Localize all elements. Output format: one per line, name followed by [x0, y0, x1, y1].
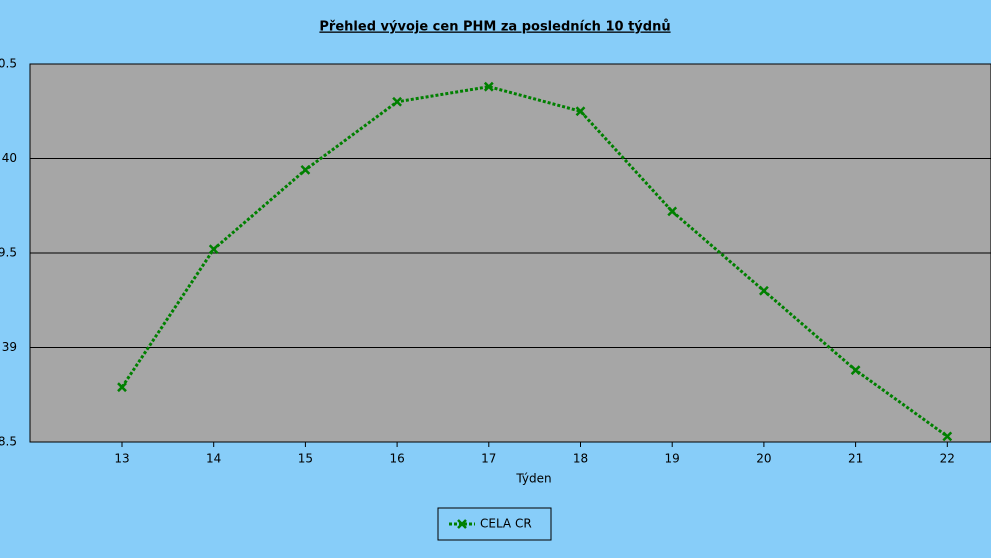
point-marker [300, 164, 311, 175]
point-marker [392, 96, 402, 107]
x-tick-label: 15 [298, 452, 313, 466]
x-tick-label: 20 [756, 452, 771, 466]
legend-label: CELA CR [480, 517, 532, 531]
point-marker [575, 106, 586, 117]
y-tick-label: 38.5 [0, 435, 17, 449]
x-tick-label: 14 [206, 452, 221, 466]
x-tick-label: 13 [114, 452, 129, 466]
point-marker [759, 285, 769, 296]
point-marker [483, 81, 494, 92]
x-tick-label: 21 [848, 452, 863, 466]
legend-marker [457, 519, 467, 529]
y-tick-label: 40.5 [0, 57, 17, 71]
legend-box [437, 507, 552, 541]
y-tick-label: 39.5 [0, 246, 17, 260]
point-marker [208, 244, 219, 255]
x-tick-label: 18 [573, 452, 588, 466]
x-tick-label: 19 [665, 452, 680, 466]
chart-title: Přehled vývoje cen PHM za posledních 10 … [319, 20, 670, 35]
y-tick-label: 40 [2, 151, 17, 165]
x-axis-label: Týden [515, 472, 551, 486]
point-marker [942, 431, 953, 442]
x-tick-label: 22 [940, 452, 955, 466]
point-marker [117, 382, 127, 393]
point-marker [667, 206, 678, 217]
x-tick-label: 16 [389, 452, 404, 466]
series-line [120, 85, 949, 438]
point-marker [850, 365, 861, 376]
x-tick-label: 17 [481, 452, 496, 466]
y-tick-label: 39 [2, 340, 17, 354]
